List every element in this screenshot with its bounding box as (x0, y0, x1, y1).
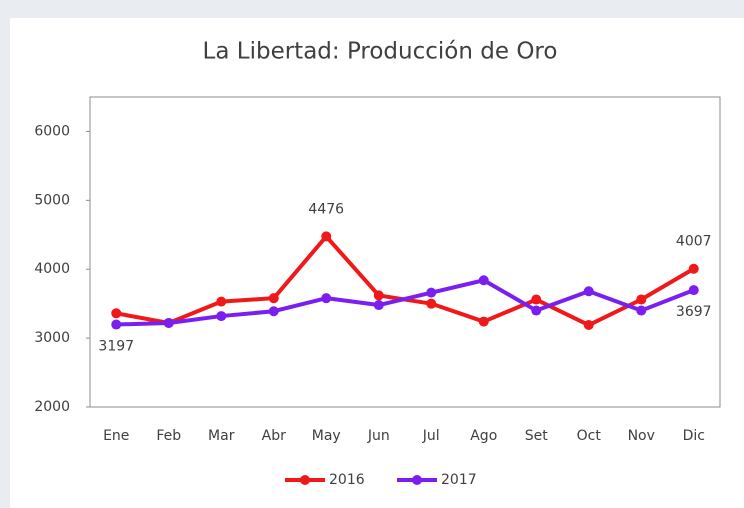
legend-label: 2016 (329, 472, 365, 488)
x-tick-label: Feb (156, 428, 181, 444)
legend-marker (412, 475, 422, 485)
data-point (111, 319, 122, 330)
data-label: 4007 (676, 234, 712, 250)
y-tick-label: 3000 (34, 330, 70, 346)
data-point (531, 294, 542, 305)
x-tick-label: Nov (628, 428, 655, 444)
x-tick-label: Abr (262, 428, 286, 444)
plot-area (89, 96, 721, 408)
data-label: 4476 (308, 201, 344, 217)
x-tick-label: Set (525, 428, 549, 444)
data-point (478, 316, 489, 327)
legend-marker (300, 475, 310, 485)
x-tick-label: Jun (367, 428, 390, 444)
data-point (636, 305, 647, 316)
data-point (426, 287, 437, 298)
data-label: 3197 (98, 339, 134, 355)
x-tick-label: Oct (577, 428, 602, 444)
legend-label: 2017 (441, 472, 477, 488)
x-tick-label: Dic (683, 428, 705, 444)
data-point (373, 300, 384, 311)
y-tick-label: 6000 (34, 123, 70, 139)
x-tick-label: Jul (422, 428, 440, 444)
chart-title: La Libertad: Producción de Oro (203, 39, 558, 65)
series-line (116, 278, 695, 327)
x-tick-label: Ene (103, 428, 129, 444)
y-tick-label: 4000 (34, 261, 70, 277)
data-point (478, 275, 489, 286)
y-tick-label: 5000 (34, 192, 70, 208)
data-point (268, 293, 279, 304)
data-point (531, 305, 542, 316)
x-tick-label: May (312, 428, 341, 444)
data-point (688, 263, 699, 274)
y-tick-label: 2000 (34, 399, 70, 415)
data-point (583, 320, 594, 331)
data-point (321, 293, 332, 304)
x-tick-label: Mar (208, 428, 235, 444)
data-point (426, 298, 437, 309)
data-point (268, 306, 279, 317)
chart-panel (10, 18, 744, 508)
x-tick-label: Ago (470, 428, 497, 444)
data-point (216, 311, 227, 322)
data-point (688, 285, 699, 296)
data-point (583, 286, 594, 297)
data-point (111, 308, 122, 319)
data-point (636, 294, 647, 305)
data-point (163, 317, 174, 328)
data-point (216, 296, 227, 307)
data-point (321, 231, 332, 242)
data-point (373, 290, 384, 301)
data-label: 3697 (676, 304, 712, 320)
